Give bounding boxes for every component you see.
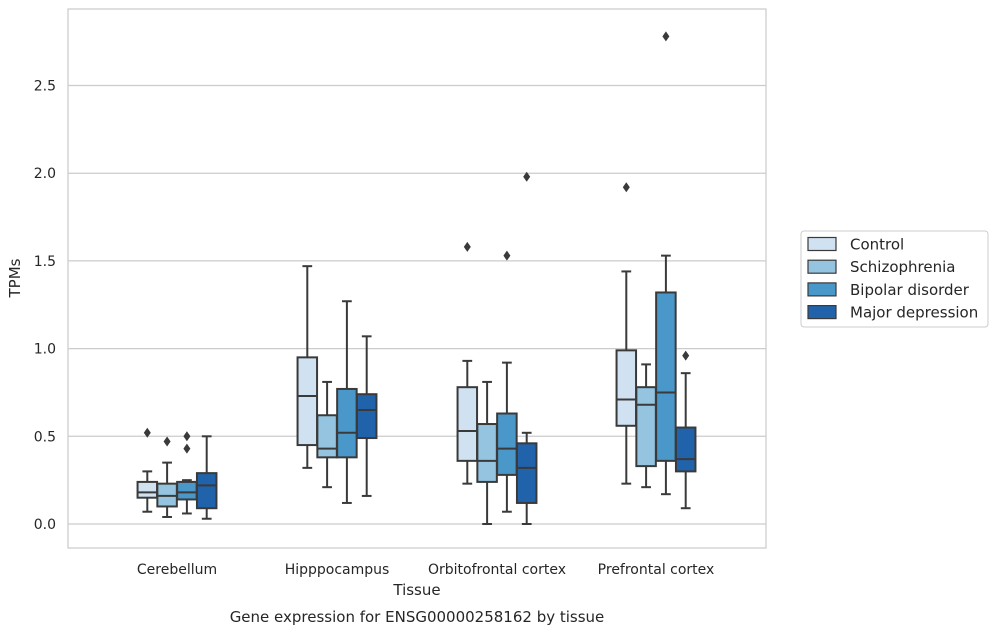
box-body [176,480,198,501]
legend-frame [800,230,989,328]
box-1-3 [635,363,657,489]
box-body [195,472,218,510]
legend-swatch [807,259,837,274]
y-tick-label: 1.0 [34,342,56,358]
legend-label: Control [850,236,904,254]
x-tick-label: Hipppocampus [285,562,390,578]
box-body [674,426,697,473]
boxes [136,31,697,525]
box-body [316,414,338,459]
y-tick-label: 2.5 [34,79,56,95]
y-tick-labels: 0.0 0.5 1.0 1.5 2.0 2.5 [34,79,56,534]
box-body [296,356,319,447]
box-body [355,393,378,440]
box-1-2 [476,380,498,525]
box-2-2 [496,250,518,513]
box-body [515,442,538,504]
box-body [136,480,159,499]
box-3-1 [355,335,378,497]
box-0-3 [615,182,638,485]
box-0-0 [136,427,159,513]
legend-swatch [807,282,837,297]
outlier-point [463,241,471,252]
legend-label: Schizophrenia [850,258,955,276]
box-body [456,386,479,462]
box-body [615,349,638,427]
outlier-point [183,443,191,454]
outlier-point [622,182,630,193]
box-0-1 [296,265,319,469]
outlier-point [183,431,191,442]
y-tick-label: 0.5 [34,429,56,445]
legend-swatch [807,305,837,320]
box-body [496,412,518,476]
chart-caption: Gene expression for ENSG00000258162 by t… [230,608,605,626]
box-body [476,423,498,483]
box-body [655,291,677,462]
x-axis-label: Tissue [392,581,440,599]
box-0-2 [456,241,479,485]
outlier-point [503,250,511,261]
x-tick-label: Cerebellum [137,562,217,578]
box-body [336,387,358,459]
outlier-point [143,427,151,438]
plot-frame [67,8,767,549]
box-3-3 [674,350,697,510]
y-tick-label: 1.5 [34,254,56,270]
y-tick-label: 2.0 [34,166,56,182]
box-3-0 [195,435,218,520]
box-2-3 [655,31,677,496]
box-1-0 [156,436,178,518]
outlier-point [662,31,670,42]
x-tick-label: Prefrontal cortex [598,562,715,578]
box-1-1 [316,380,338,489]
legend-swatch [807,236,837,252]
y-axis-label: TPMs [6,258,24,298]
x-tick-labels: Cerebellum Hipppocampus Orbitofrontal cort… [137,562,714,578]
y-tick-label: 0.0 [34,517,56,533]
box-2-0 [176,431,198,515]
legend: Control Schizophrenia Bipolar disorder Majo… [800,230,989,328]
x-tick-label: Orbitofrontal cortex [428,562,566,578]
box-body [635,386,657,468]
legend-label: Bipolar disorder [850,281,970,299]
box-3-2 [515,171,538,525]
outlier-point [682,350,690,361]
outlier-point [523,171,531,182]
legend-label: Major depression [850,304,978,322]
outlier-point [163,436,171,447]
box-2-1 [336,300,358,504]
